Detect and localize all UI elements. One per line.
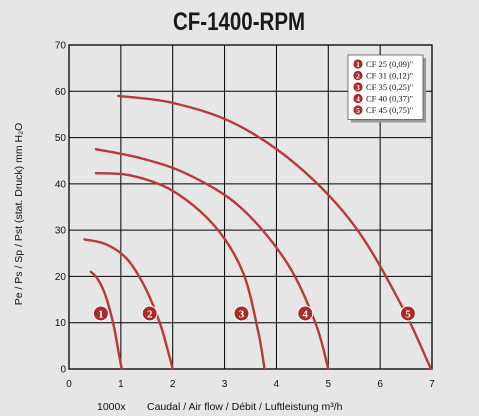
legend-badge-label-4: 4 xyxy=(356,95,360,104)
y-tick-label-4: 40 xyxy=(55,179,67,190)
series-curve-1 xyxy=(89,270,124,371)
legend-badge-label-2: 2 xyxy=(356,72,360,81)
y-tick-label-5: 50 xyxy=(55,133,67,144)
curve-layer xyxy=(83,94,433,371)
y-tick-label-1: 10 xyxy=(55,318,67,329)
series-badge-1 xyxy=(92,305,109,322)
badge-layer: 1 2 3 4 5 xyxy=(92,305,416,322)
legend-badge-label-3: 3 xyxy=(356,83,360,92)
series-badge-5 xyxy=(399,305,416,322)
legend: 1 CF 25 (0,09)" 2 CF 31 (0,12)" 3 CF 35 (0,25… xyxy=(347,54,426,123)
legend-entry-1: CF 25 (0,09)" xyxy=(366,59,413,69)
legend-badge-5 xyxy=(353,105,363,115)
legend-badge-label-1: 1 xyxy=(356,60,360,69)
series-curve-2 xyxy=(83,238,174,371)
x-tick-label-5: 5 xyxy=(326,379,332,390)
tick-layer: 0 10 20 30 40 50 60 70 0 1 2 3 4 5 6 7 xyxy=(55,41,435,391)
series-badge-label-1: 1 xyxy=(98,308,104,320)
legend-badge-4 xyxy=(353,93,363,104)
grid-layer xyxy=(68,44,433,370)
x-tick-label-4: 4 xyxy=(274,379,280,390)
legend-entry-4: CF 40 (0,37)" xyxy=(366,94,413,104)
y-tick-label-6: 60 xyxy=(55,87,67,98)
series-badge-label-2: 2 xyxy=(147,308,153,320)
series-badge-4 xyxy=(297,305,314,322)
series-badge-label-3: 3 xyxy=(239,308,245,320)
y-tick-label-3: 30 xyxy=(55,226,67,237)
series-badge-3 xyxy=(233,305,250,322)
y-tick-label-2: 20 xyxy=(55,272,67,283)
legend-entry-3: CF 35 (0,25)" xyxy=(366,82,413,92)
chart-title: CF-1400-RPM xyxy=(173,7,305,35)
y-tick-label-0: 0 xyxy=(60,365,66,376)
y-tick-label-7: 70 xyxy=(55,41,67,52)
series-badge-label-5: 5 xyxy=(405,308,411,320)
legend-badge-1 xyxy=(353,59,363,69)
series-curve-4 xyxy=(94,147,330,371)
legend-entry-5: CF 45 (0,75)" xyxy=(366,105,413,115)
legend-badge-label-5: 5 xyxy=(356,106,360,115)
x-tick-label-7: 7 xyxy=(429,379,435,390)
legend-entry-2: CF 31 (0,12)" xyxy=(366,71,413,81)
y-axis-label: Pe / Ps / Sp / Pst (stat. Druck) mm H₂O xyxy=(13,123,25,306)
series-curve-5 xyxy=(117,94,433,371)
x-tick-label-6: 6 xyxy=(377,379,383,390)
x-tick-label-1: 1 xyxy=(118,379,124,390)
x-tick-label-0: 0 xyxy=(66,379,72,390)
series-badge-2 xyxy=(141,305,158,322)
x-axis-label: Caudal / Air flow / Débit / Luftleistung… xyxy=(147,401,343,413)
x-tick-label-3: 3 xyxy=(222,379,228,390)
plot-frame xyxy=(68,44,433,370)
legend-badge-3 xyxy=(353,82,363,92)
x-axis-multiplier: 1000x xyxy=(97,401,126,413)
x-tick-label-2: 2 xyxy=(170,379,176,390)
series-badge-label-4: 4 xyxy=(303,308,309,320)
series-curve-3 xyxy=(94,172,266,371)
legend-badge-2 xyxy=(353,70,363,81)
